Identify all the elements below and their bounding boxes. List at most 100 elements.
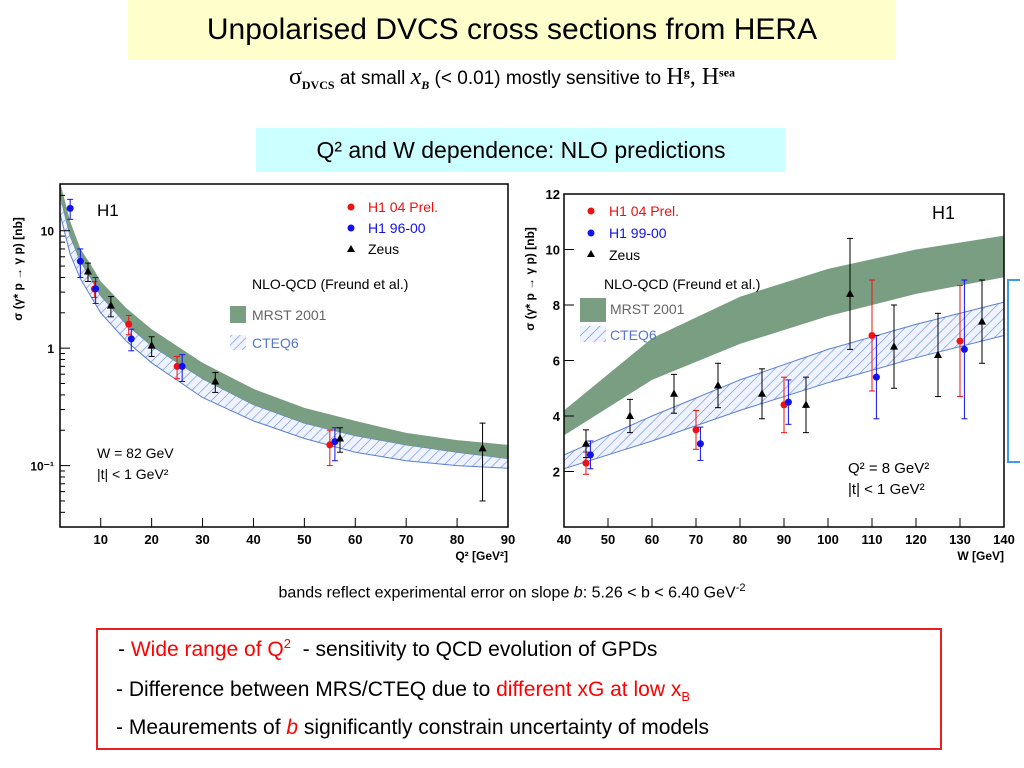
h1-old-point <box>66 204 74 212</box>
legend-swatch-mrst <box>230 306 246 323</box>
legend-swatch-mrst <box>580 298 606 322</box>
y-tick-label: 6 <box>553 354 560 369</box>
y-tick-label: 4 <box>553 409 561 424</box>
q2-dependence-chart: 10 20 30 40 50 60 70 80 90 10 1 10⁻¹ Q² [GeV²] σ (γ* … <box>11 182 515 563</box>
section-title-text: Q² and W dependence: NLO predictions <box>316 136 726 163</box>
conclusion-1-dash: - <box>118 638 131 661</box>
zeus-point <box>106 301 115 309</box>
zeus-point <box>714 380 722 389</box>
zeus-point <box>147 341 156 349</box>
legend-label-h1-new: H1 04 Prel. <box>609 203 679 219</box>
legend: H1 04 Prel. H1 99-00 Zeus NLO-QCD (Freun… <box>580 203 760 343</box>
experiment-label: H1 <box>932 203 955 223</box>
zeus-point <box>670 389 678 397</box>
h-sea-superscript: sea <box>719 65 736 80</box>
legend-swatch-cteq <box>580 326 606 342</box>
h1-new-point <box>125 320 133 328</box>
zeus-point <box>758 389 766 397</box>
conclusion-1-highlight: Wide range of Q <box>130 638 284 661</box>
legend-marker-h1-new <box>587 207 595 215</box>
h1-old-point <box>960 345 968 353</box>
h-symbol: H <box>666 64 684 90</box>
conclusion-2-highlight: different xG at low x <box>496 678 682 701</box>
conclusions-box: - Wide range of Q2 - sensitivity to QCD … <box>96 628 942 750</box>
legend-marker-zeus <box>347 245 355 252</box>
legend-label-h1-old: H1 99-00 <box>609 225 667 241</box>
subtitle-part2: (< 0.01) mostly sensitive to <box>429 68 667 89</box>
kinematics-text-1: W = 82 GeV <box>97 445 174 461</box>
h1-new-point <box>692 426 700 434</box>
y-tick-label: 8 <box>553 298 560 313</box>
x-tick-label: 60 <box>348 532 362 547</box>
h1-old-point <box>331 438 339 446</box>
x-tick-label: 80 <box>450 532 464 547</box>
h1-old-point <box>127 335 135 343</box>
w-dependence-chart: 40 50 60 70 80 90 100 110 120 130 140 2 4 6 8 10 12 W [Ge… <box>523 187 1015 563</box>
slide-title-text: Unpolarised DVCS cross sections from HER… <box>206 13 818 46</box>
band-note-text2: : 5.26 < b < 6.40 GeV <box>582 584 736 602</box>
legend-swatch-cteq <box>230 335 246 350</box>
x-subscript: B <box>421 77 430 92</box>
zeus-point <box>478 443 487 452</box>
subtitle: σDVCS at small xB (< 0.01) mostly sensit… <box>0 64 1024 93</box>
h-g-superscript: g <box>683 65 690 80</box>
y-axis-label: σ (γ* p → γ p) [nb] <box>11 217 25 321</box>
legend-label-zeus: Zeus <box>609 247 640 263</box>
legend-label-mrst: MRST 2001 <box>610 301 685 317</box>
zeus-point <box>934 350 942 358</box>
legend-label-h1-old: H1 96-00 <box>368 220 426 236</box>
axes-layer: 40 50 60 70 80 90 100 110 120 130 140 2 4 6 8 10 12 W [Ge… <box>523 187 1015 563</box>
legend-marker-h1-old <box>587 229 595 237</box>
x-tick-label: 60 <box>645 532 659 547</box>
side-bracket <box>1007 279 1020 463</box>
axes-layer: 10 20 30 40 50 60 70 80 90 10 1 10⁻¹ Q² [GeV²] σ (γ* … <box>11 183 515 563</box>
kinematics-text-2: |t| < 1 GeV² <box>848 481 925 498</box>
x-tick-label: 50 <box>297 532 311 547</box>
kinematics-text-2: |t| < 1 GeV² <box>97 466 169 482</box>
x-axis-label: Q² [GeV²] <box>455 549 508 563</box>
legend-label-mrst: MRST 2001 <box>252 307 327 323</box>
conclusion-line-2: - Difference between MRS/CTEQ due to dif… <box>116 678 690 704</box>
conclusion-3-b: b <box>286 716 299 739</box>
x-tick-label: 70 <box>689 532 703 547</box>
h1-old-point <box>178 362 186 370</box>
zeus-point <box>626 411 634 419</box>
y-tick-label: 10 <box>41 225 55 239</box>
legend-theory-title: NLO-QCD (Freund et al.) <box>604 276 760 292</box>
legend-marker-h1-new <box>347 203 355 211</box>
zeus-point <box>84 266 92 275</box>
x-tick-label: 70 <box>399 532 413 547</box>
h1-new-point <box>326 441 334 449</box>
band-note: bands reflect experimental error on slop… <box>0 582 1024 602</box>
section-title: Q² and W dependence: NLO predictions <box>256 128 786 172</box>
zeus-point <box>846 289 854 297</box>
band-note-text1: bands reflect experimental error on slop… <box>278 584 574 602</box>
zeus-point <box>582 439 590 447</box>
legend-label-zeus: Zeus <box>368 241 399 257</box>
conclusion-2-sub: B <box>681 689 690 705</box>
h1-old-point <box>586 451 594 459</box>
points-layer <box>66 198 487 502</box>
h1-old-point <box>76 257 84 265</box>
conclusion-3-text2: significantly constrain uncertainty of m… <box>298 716 709 739</box>
x-tick-label: 110 <box>862 532 883 547</box>
legend-label-cteq: CTEQ6 <box>252 335 299 351</box>
x-tick-label: 100 <box>817 532 839 547</box>
y-tick-label: 10 <box>546 243 560 258</box>
x-tick-label: 140 <box>993 532 1015 547</box>
subtitle-part1: at small <box>334 68 411 89</box>
mrst-band <box>564 235 1004 436</box>
x-tick-label: 90 <box>777 532 791 547</box>
slide-title: Unpolarised DVCS cross sections from HER… <box>128 0 896 60</box>
legend-label-h1-new: H1 04 Prel. <box>368 199 438 215</box>
x-variable: x <box>410 64 422 90</box>
zeus-point <box>802 400 810 408</box>
y-tick-label: 12 <box>546 187 560 202</box>
x-tick-label: 80 <box>733 532 747 547</box>
x-tick-label: 90 <box>501 532 515 547</box>
x-tick-label: 40 <box>557 532 571 547</box>
y-tick-label: 10⁻¹ <box>30 460 54 474</box>
zeus-point <box>211 377 220 385</box>
x-tick-label: 40 <box>246 532 260 547</box>
x-tick-label: 20 <box>144 532 158 547</box>
